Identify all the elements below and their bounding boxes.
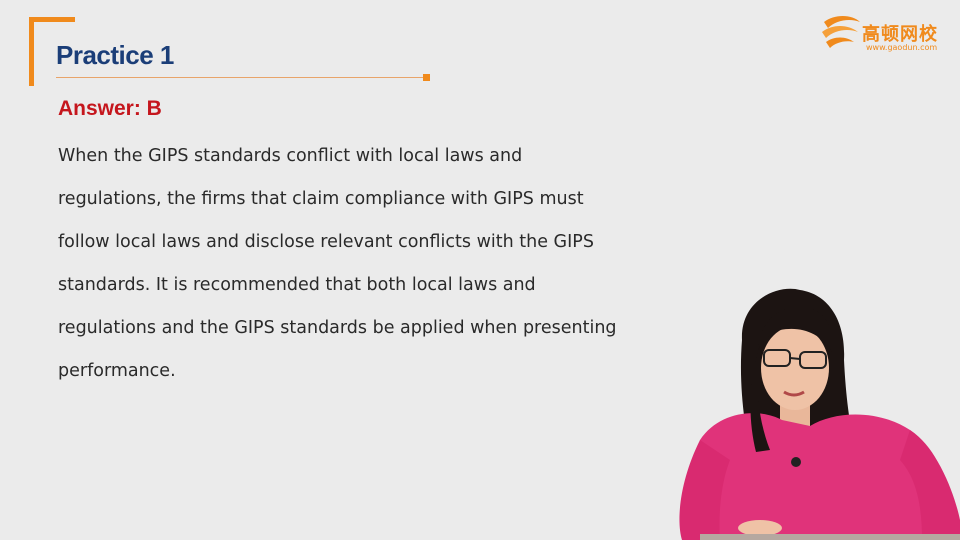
presenter-face xyxy=(761,326,829,410)
title-underline xyxy=(56,77,424,78)
explanation-line: When the GIPS standards conflict with lo… xyxy=(58,146,523,166)
desk-edge xyxy=(700,534,960,540)
explanation-line: standards. It is recommended that both l… xyxy=(58,275,536,295)
explanation-line: follow local laws and disclose relevant … xyxy=(58,232,594,252)
presenter-arm-right xyxy=(900,430,960,540)
presenter-hair-strand xyxy=(750,346,770,452)
lapel-mic-icon xyxy=(791,457,801,467)
title-bracket-horizontal xyxy=(29,17,75,22)
explanation-line: regulations, the firms that claim compli… xyxy=(58,189,584,209)
answer-explanation: When the GIPS standards conflict with lo… xyxy=(58,135,617,393)
presenter-glasses-right xyxy=(799,351,827,369)
presenter-video xyxy=(679,288,960,540)
title-underline-dot xyxy=(423,74,430,81)
brand-url: www.gaodun.com xyxy=(866,43,938,52)
slide-title: Practice 1 xyxy=(56,40,174,70)
presenter-glasses-bridge xyxy=(789,357,801,360)
presenter-hands xyxy=(738,520,782,536)
title-bracket-vertical xyxy=(29,17,34,86)
brand-name: 高顿网校 xyxy=(862,24,938,45)
presenter-arm-left xyxy=(679,440,730,540)
brand-logo: 高顿网校 www.gaodun.com xyxy=(818,12,948,58)
presenter-mouth xyxy=(783,390,805,397)
explanation-line: performance. xyxy=(58,361,176,381)
answer-label: Answer: B xyxy=(58,97,162,120)
presenter-bangs xyxy=(758,306,834,352)
explanation-line: regulations and the GIPS standards be ap… xyxy=(58,318,617,338)
swirl-logo-icon xyxy=(822,16,860,48)
